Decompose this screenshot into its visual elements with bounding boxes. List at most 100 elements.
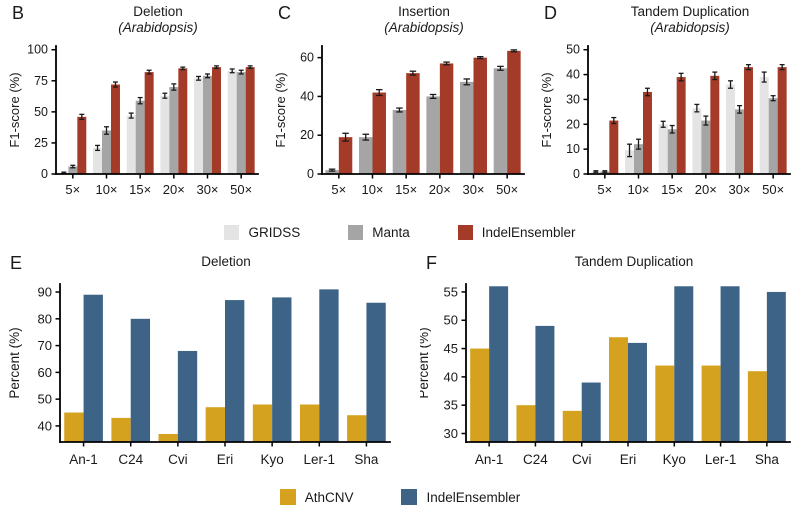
- svg-text:60: 60: [300, 51, 314, 65]
- svg-text:F1-score (%): F1-score (%): [539, 72, 554, 147]
- indelensembler-swatch: [457, 224, 473, 240]
- svg-text:Eri: Eri: [620, 452, 637, 467]
- svg-text:40: 40: [38, 418, 52, 433]
- svg-text:Cvi: Cvi: [168, 452, 188, 467]
- svg-text:40: 40: [300, 89, 314, 103]
- svg-text:55: 55: [444, 284, 458, 299]
- panel-letter-C: C: [278, 3, 291, 23]
- svg-text:30×: 30×: [728, 182, 750, 197]
- svg-text:5×: 5×: [597, 182, 612, 197]
- svg-text:20×: 20×: [163, 182, 185, 197]
- svg-text:75: 75: [34, 74, 48, 88]
- panel-F: F Tandem Duplication 30 35 40 45 50 55 An-1 C24…: [420, 254, 796, 486]
- panel-E: E Deletion 40 50 60 70 80 90 An-1 C24 Cvi Eri Kyo L…: [4, 254, 396, 486]
- svg-text:F1-score (%): F1-score (%): [273, 72, 288, 147]
- svg-text:15×: 15×: [395, 182, 417, 197]
- svg-text:C24: C24: [118, 452, 143, 467]
- svg-text:Cvi: Cvi: [572, 452, 592, 467]
- svg-text:Kyo: Kyo: [261, 452, 284, 467]
- svg-text:Ler-1: Ler-1: [705, 452, 737, 467]
- chart-B-plot: 0 25 50 75 100 5× 10× 15× 20× 30× 50× F1-score (%): [7, 43, 259, 197]
- svg-text:C24: C24: [523, 452, 548, 467]
- svg-text:50: 50: [34, 105, 48, 119]
- svg-text:50: 50: [38, 392, 52, 407]
- svg-text:0: 0: [41, 167, 48, 181]
- svg-text:10×: 10×: [95, 182, 117, 197]
- chart-title-B-line1: Deletion: [133, 4, 183, 19]
- svg-text:5×: 5×: [331, 182, 346, 197]
- svg-text:An-1: An-1: [69, 452, 98, 467]
- svg-text:50×: 50×: [496, 182, 518, 197]
- legend-item-athcnv: AthCNV: [279, 489, 354, 505]
- indelensembler-bottom-label: IndelEnsembler: [426, 489, 521, 505]
- indelensembler-label: IndelEnsembler: [481, 224, 576, 240]
- svg-text:80: 80: [38, 311, 52, 326]
- chart-title-F: Tandem Duplication: [420, 254, 796, 274]
- svg-text:30×: 30×: [462, 182, 484, 197]
- chart-title-C: Insertion (Arabidopsis): [272, 4, 530, 38]
- legend-item-gridss: GRIDSS: [224, 224, 301, 240]
- svg-text:50: 50: [444, 313, 458, 328]
- svg-text:Sha: Sha: [354, 452, 379, 467]
- chart-E-plot: 40 50 60 70 80 90 An-1 C24 Cvi Eri Kyo Ler-1 Sha Perc…: [7, 283, 391, 467]
- manta-swatch: [348, 224, 364, 240]
- svg-text:Percent (%): Percent (%): [420, 327, 431, 398]
- svg-text:50×: 50×: [230, 182, 252, 197]
- svg-text:5×: 5×: [65, 182, 80, 197]
- indelensembler-bottom-swatch: [401, 489, 418, 505]
- svg-text:30: 30: [444, 426, 458, 441]
- svg-text:70: 70: [38, 338, 52, 353]
- legend-item-indelensembler-bottom: IndelEnsembler: [401, 489, 520, 505]
- svg-text:50: 50: [566, 43, 580, 57]
- legend-item-manta: Manta: [348, 224, 410, 240]
- svg-text:50×: 50×: [762, 182, 784, 197]
- chart-title-C-line1: Insertion: [398, 4, 450, 19]
- chart-F-plot: 30 35 40 45 50 55 An-1 C24 Cvi Eri Kyo Ler-1 Sha Perc…: [420, 283, 791, 467]
- manta-label: Manta: [372, 224, 410, 240]
- athcnv-label: AthCNV: [304, 489, 354, 505]
- svg-text:40: 40: [444, 369, 458, 384]
- panel-letter-F: F: [426, 253, 437, 273]
- chart-title-C-line2: (Arabidopsis): [384, 20, 464, 35]
- svg-text:Ler-1: Ler-1: [304, 452, 336, 467]
- svg-text:0: 0: [573, 167, 580, 181]
- panel-letter-B: B: [12, 3, 25, 23]
- svg-text:Percent (%): Percent (%): [7, 327, 22, 398]
- svg-text:Eri: Eri: [217, 452, 234, 467]
- legend-top: GRIDSS Manta IndelEnsembler: [0, 222, 800, 242]
- chart-title-E: Deletion: [4, 254, 396, 274]
- svg-text:45: 45: [444, 341, 458, 356]
- svg-text:20×: 20×: [695, 182, 717, 197]
- panel-C: C Insertion (Arabidopsis) 0 20 40 60 5× 10× 15…: [272, 4, 530, 210]
- athcnv-swatch: [279, 489, 296, 505]
- chart-title-D-line2: (Arabidopsis): [650, 20, 730, 35]
- panel-B: B Deletion (Arabidopsis) 0 25 50 75 100 5× 10×…: [6, 4, 264, 210]
- svg-text:0: 0: [307, 167, 314, 181]
- panel-letter-E: E: [10, 253, 23, 273]
- chart-title-D-line1: Tandem Duplication: [630, 4, 750, 19]
- svg-text:10: 10: [566, 142, 580, 156]
- gridss-swatch: [224, 224, 240, 240]
- svg-text:60: 60: [38, 365, 52, 380]
- svg-text:Sha: Sha: [755, 452, 780, 467]
- svg-text:Kyo: Kyo: [663, 452, 686, 467]
- chart-title-B: Deletion (Arabidopsis): [6, 4, 264, 38]
- svg-text:20×: 20×: [429, 182, 451, 197]
- panel-D: D Tandem Duplication (Arabidopsis) 0 10 20…: [538, 4, 796, 210]
- svg-text:25: 25: [34, 136, 48, 150]
- svg-text:90: 90: [38, 285, 52, 300]
- svg-text:30: 30: [566, 92, 580, 106]
- svg-text:20: 20: [300, 128, 314, 142]
- svg-text:10×: 10×: [627, 182, 649, 197]
- gridss-label: GRIDSS: [248, 224, 301, 240]
- chart-title-B-line2: (Arabidopsis): [118, 20, 198, 35]
- svg-text:100: 100: [27, 43, 48, 57]
- legend-bottom: AthCNV IndelEnsembler: [0, 486, 800, 508]
- svg-text:35: 35: [444, 398, 458, 413]
- svg-text:15×: 15×: [129, 182, 151, 197]
- chart-title-F-line1: Tandem Duplication: [574, 254, 694, 269]
- chart-title-D: Tandem Duplication (Arabidopsis): [538, 4, 796, 38]
- svg-text:20: 20: [566, 117, 580, 131]
- chart-D-plot: 0 10 20 30 40 50 5× 10× 15× 20× 30× 50× F1-score (%): [539, 43, 791, 197]
- legend-item-indelensembler: IndelEnsembler: [457, 224, 576, 240]
